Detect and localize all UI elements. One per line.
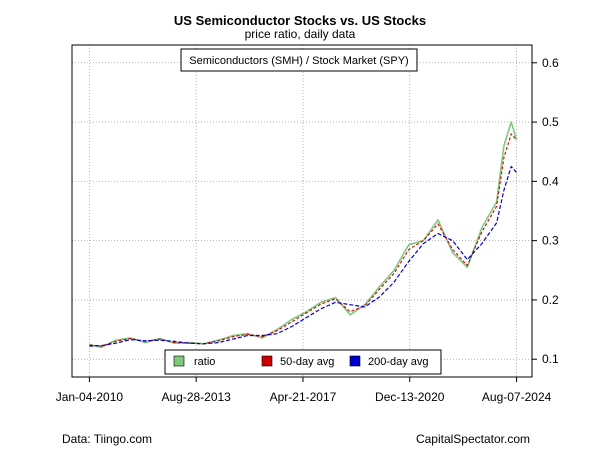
series-line-50-day-avg	[89, 133, 518, 347]
footer-site: CapitalSpectator.com	[415, 432, 530, 446]
y-tick-label-3: 0.4	[542, 174, 559, 188]
legend-box	[164, 349, 442, 375]
series-layer	[89, 121, 518, 349]
x-tick-label-1: Aug-28-2013	[161, 390, 231, 404]
footer-source: Data: Tiingo.com	[62, 432, 153, 446]
plot-frame	[71, 44, 533, 378]
chart-subtitle: price ratio, daily data	[244, 27, 356, 41]
grid-layer	[72, 45, 532, 377]
series-line-200-day-avg	[89, 165, 518, 347]
inset-label: Semiconductors (SMH) / Stock Market (SPY…	[189, 55, 408, 67]
y-tick-label-5: 0.6	[542, 56, 559, 70]
inset-label-box: Semiconductors (SMH) / Stock Market (SPY…	[180, 48, 418, 72]
y-tick-label-0: 0.1	[542, 352, 559, 366]
x-tick-label-2: Apr-21-2017	[270, 390, 337, 404]
legend-swatch-ratio	[173, 355, 185, 367]
legend-swatch-200day	[349, 355, 361, 367]
series-line-ratio	[89, 121, 518, 349]
axes-layer: Jan-04-2010 Aug-28-2013 Apr-21-2017 Dec-13-…	[56, 56, 559, 404]
legend-label-200day: 200-day avg	[368, 356, 429, 368]
x-tick-label-3: Dec-13-2020	[375, 390, 445, 404]
y-tick-label-1: 0.2	[542, 293, 559, 307]
y-tick-label-4: 0.5	[542, 115, 559, 129]
legend-label-ratio: ratio	[194, 356, 215, 368]
x-tick-label-4: Aug-07-2024	[482, 390, 552, 404]
legend-swatch-50day	[261, 355, 273, 367]
chart-title: US Semiconductor Stocks vs. US Stocks	[173, 13, 427, 28]
legend: ratio 50-day avg 200-day avg	[164, 349, 442, 375]
legend-label-50day: 50-day avg	[280, 356, 334, 368]
y-tick-label-2: 0.3	[542, 234, 559, 248]
x-tick-label-0: Jan-04-2010	[56, 390, 124, 404]
